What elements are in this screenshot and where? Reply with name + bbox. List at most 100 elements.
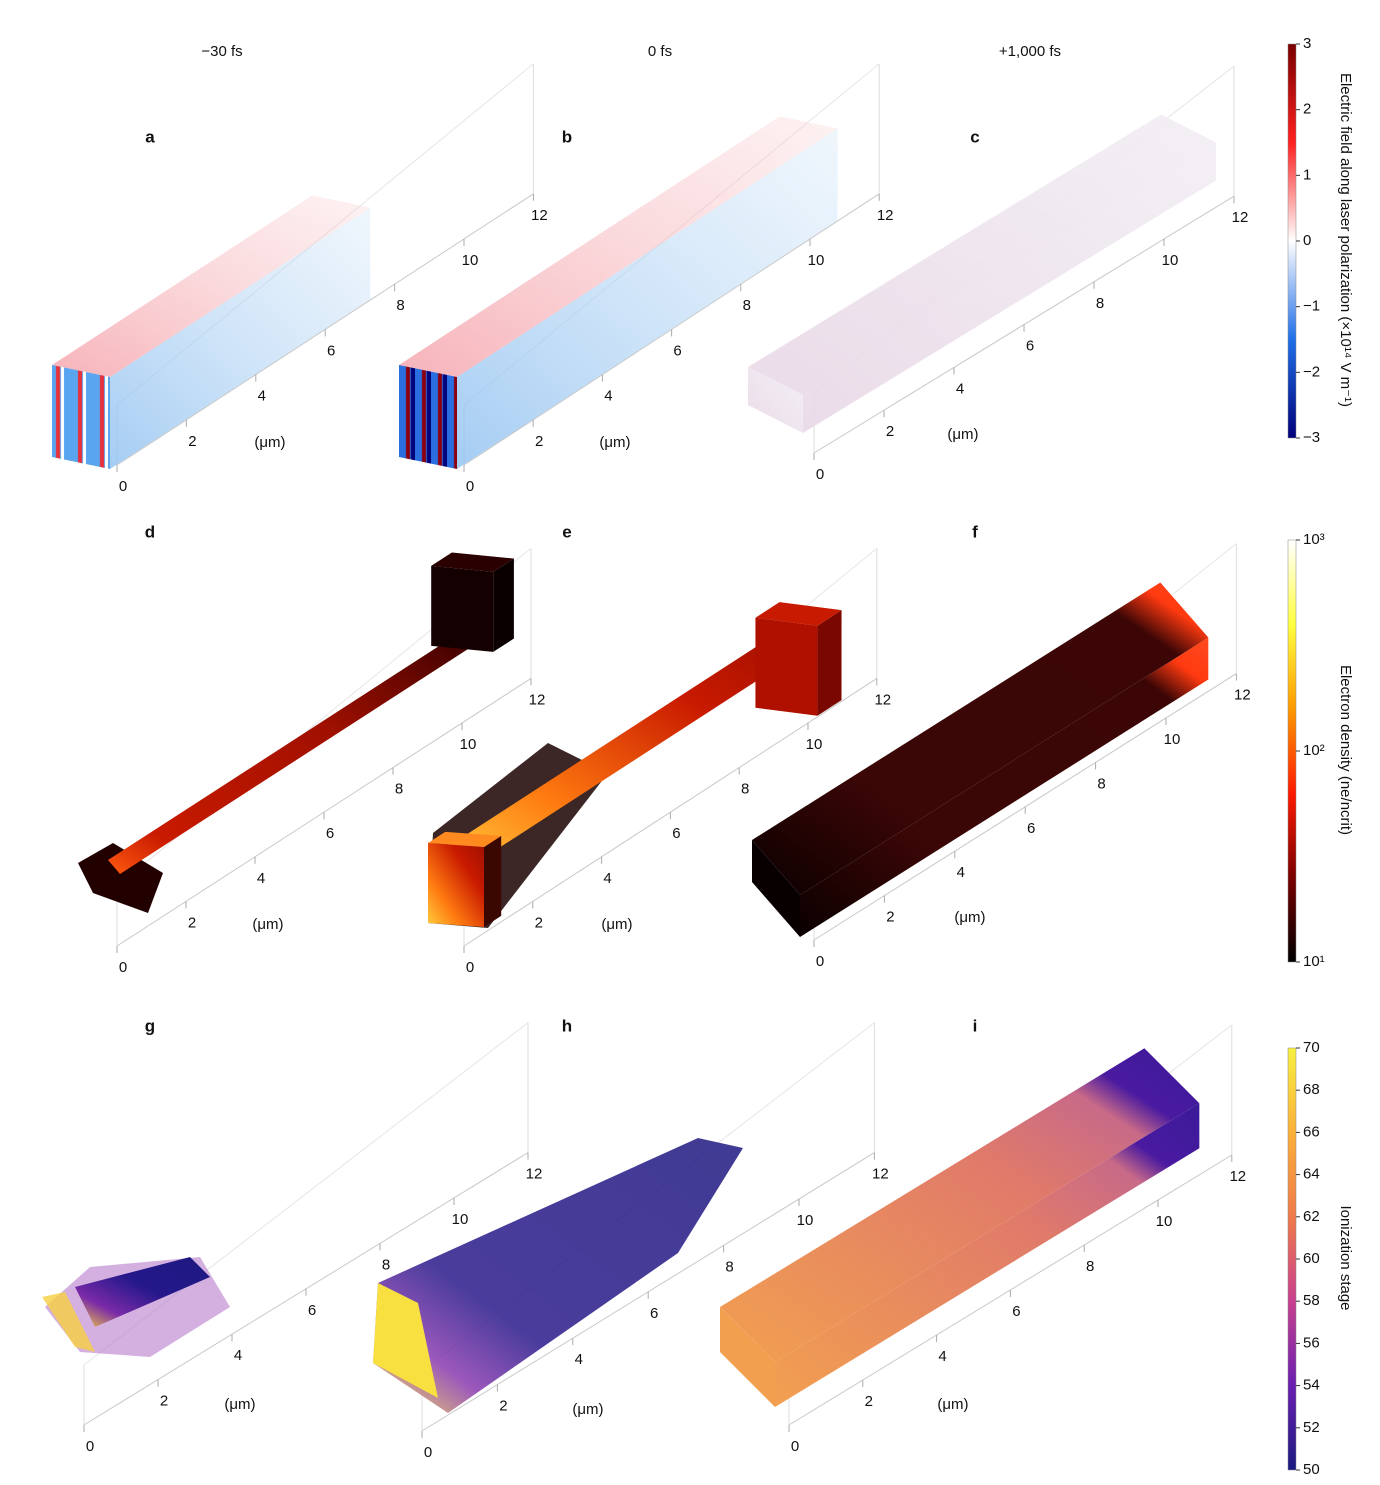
axis-tick-label: 8 xyxy=(741,781,749,798)
axis-tick-label: 0 xyxy=(791,1438,799,1455)
panel-letter: a xyxy=(145,127,155,146)
axis-tick-label: 0 xyxy=(424,1444,432,1461)
axis-tick-label: 4 xyxy=(603,870,611,887)
axis-tick-label: 12 xyxy=(526,1166,543,1183)
colorbar-tick-label: 68 xyxy=(1303,1081,1320,1098)
axis-tick-label: 12 xyxy=(531,207,548,224)
figure: −30 fs0 fs+1,000 fs024681012(μm)a0246810… xyxy=(0,0,1380,1485)
axis-tick-label: 10 xyxy=(1156,1213,1173,1230)
panel-letter: c xyxy=(970,127,979,146)
axis-tick-label: 0 xyxy=(816,953,824,970)
panel-letter: g xyxy=(145,1016,155,1035)
colorbar-tick-label: 1 xyxy=(1303,166,1311,183)
axis-tick-label: 0 xyxy=(119,478,127,495)
panel-letter: f xyxy=(972,522,978,541)
axis-tick-label: 4 xyxy=(258,388,266,405)
axis-tick-label: 0 xyxy=(466,478,474,495)
axis-unit: (μm) xyxy=(254,434,285,451)
box-side xyxy=(484,836,501,927)
panel-letter: e xyxy=(562,522,571,541)
colorbar-tick-label: 62 xyxy=(1303,1208,1320,1225)
colorbar xyxy=(1288,44,1296,438)
page: { "columns": ["−30 fs", "0 fs", "+1,000 … xyxy=(0,0,1380,1485)
axis-tick-label: 6 xyxy=(650,1305,658,1322)
panels: −30 fs 0 fs +1,000 fs 0 2 4 6 8 10 12 (μm) a 0 2 4 6 8 10… xyxy=(42,43,1251,1461)
axis-unit: (μm) xyxy=(252,916,283,933)
axis-tick-label: 2 xyxy=(865,1393,873,1410)
colorbar-tick-label: 52 xyxy=(1303,1419,1320,1436)
axis-tick-label: 4 xyxy=(956,380,964,397)
colorbar-tick-label: 3 xyxy=(1303,35,1311,52)
axis-tick-label: 12 xyxy=(872,1166,889,1183)
axis-tick-label: 6 xyxy=(673,342,681,359)
colorbar-tick-label: −2 xyxy=(1303,363,1320,380)
axis-tick-label: 6 xyxy=(327,342,335,359)
axis-tick-label: 12 xyxy=(874,691,891,708)
axis-tick-label: 12 xyxy=(1229,1168,1246,1185)
axis-tick-label: 2 xyxy=(188,433,196,450)
axis-unit: (μm) xyxy=(599,434,630,451)
axis-tick-label: 10 xyxy=(462,252,479,269)
axis-tick-label: 8 xyxy=(382,1256,390,1273)
axis-tick-label: 10 xyxy=(452,1211,469,1228)
axis-tick-label: 6 xyxy=(326,825,334,842)
axis-tick-label: 6 xyxy=(1026,338,1034,355)
axis-tick-label: 8 xyxy=(1096,295,1104,312)
panel-letter: h xyxy=(562,1016,572,1035)
axis-tick-label: 12 xyxy=(1234,687,1251,704)
column-title: 0 fs xyxy=(648,43,672,60)
axis-tick-label: 2 xyxy=(886,909,894,926)
colorbar-title: Electric field along laser polarization … xyxy=(1337,73,1354,407)
axis-tick-label: 10 xyxy=(1162,252,1179,269)
beam xyxy=(438,634,805,868)
colorbar-tick-label: 66 xyxy=(1303,1123,1320,1140)
box-side xyxy=(817,610,841,716)
axis-tick-label: 8 xyxy=(396,297,404,314)
box-side xyxy=(803,142,1216,433)
axis-tick-label: 10 xyxy=(797,1212,814,1229)
column-title: −30 fs xyxy=(201,43,242,60)
axis-tick-label: 6 xyxy=(672,825,680,842)
axis-tick-label: 8 xyxy=(725,1258,733,1275)
colorbar-tick-label: 2 xyxy=(1303,101,1311,118)
colorbar xyxy=(1288,1048,1296,1470)
panel: 0 2 4 6 8 10 12 (μm) h xyxy=(373,1016,889,1460)
axis-tick-label: 12 xyxy=(529,691,546,708)
box-front xyxy=(755,618,817,716)
axis-tick-label: 12 xyxy=(1232,209,1249,226)
axis-tick-label: 4 xyxy=(604,388,612,405)
colorbar-title: Electron density (ne/ncrit) xyxy=(1337,665,1354,835)
axis-tick-label: 4 xyxy=(575,1351,583,1368)
column-title: +1,000 fs xyxy=(999,43,1061,60)
axis-tick-label: 8 xyxy=(1086,1258,1094,1275)
axis-tick-label: 0 xyxy=(86,1438,94,1455)
axis-tick-label: 8 xyxy=(743,297,751,314)
axis-tick-label: 0 xyxy=(816,466,824,483)
axis-tick-label: 2 xyxy=(160,1393,168,1410)
colorbar-tick-label: 10¹ xyxy=(1303,953,1325,970)
axis-tick-label: 2 xyxy=(499,1398,507,1415)
axis-unit: (μm) xyxy=(947,426,978,443)
axis-tick-label: 10 xyxy=(1164,731,1181,748)
axis-tick-label: 10 xyxy=(460,736,477,753)
box-front xyxy=(52,365,110,469)
colorbar-tick-label: 64 xyxy=(1303,1166,1320,1183)
colorbar-tick-label: 54 xyxy=(1303,1377,1320,1394)
axis-tick-label: 2 xyxy=(188,914,196,931)
panel-letter: d xyxy=(145,522,155,541)
axis-tick-label: 6 xyxy=(1027,820,1035,837)
colorbar-tick-label: −1 xyxy=(1303,298,1320,315)
axis-tick-label: 8 xyxy=(1097,775,1105,792)
axis-unit: (μm) xyxy=(572,1401,603,1418)
axis-unit: (μm) xyxy=(224,1396,255,1413)
colorbar-title: Ionization stage xyxy=(1337,1205,1354,1310)
panel-letter: i xyxy=(973,1016,978,1035)
axis-tick-label: 10 xyxy=(806,736,823,753)
axis-tick-label: 4 xyxy=(234,1347,242,1364)
panel-letter: b xyxy=(562,127,572,146)
axis-tick-label: 8 xyxy=(395,781,403,798)
box-front xyxy=(431,566,493,652)
axis-tick-label: 2 xyxy=(886,423,894,440)
box-front xyxy=(428,843,484,927)
